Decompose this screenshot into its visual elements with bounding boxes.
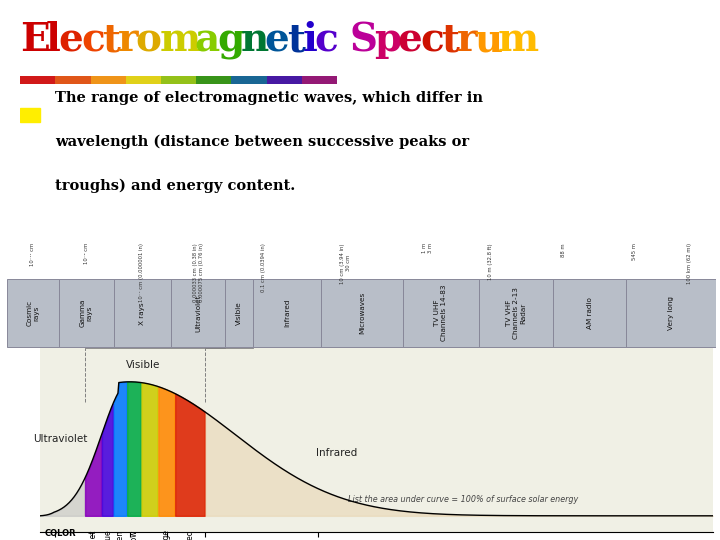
Text: c: c bbox=[315, 21, 338, 59]
Text: e: e bbox=[397, 21, 423, 59]
Text: Infrared: Infrared bbox=[316, 448, 357, 457]
Text: COLOR: COLOR bbox=[45, 530, 76, 538]
Text: e: e bbox=[265, 21, 289, 59]
Text: e: e bbox=[58, 21, 84, 59]
Text: Visible: Visible bbox=[236, 301, 242, 325]
Text: blue: blue bbox=[103, 530, 112, 540]
Text: Ultraviolet: Ultraviolet bbox=[33, 434, 87, 444]
Text: X rays: X rays bbox=[139, 302, 145, 325]
Text: 0.000033 cm (0.38 in)
0.000075 cm (0.76 in): 0.000033 cm (0.38 in) 0.000075 cm (0.76 … bbox=[193, 243, 204, 302]
Bar bbox=[59, 280, 114, 347]
Text: Infrared: Infrared bbox=[284, 299, 289, 327]
Text: AM radio: AM radio bbox=[587, 297, 593, 329]
Bar bbox=[126, 76, 161, 84]
Text: 0.1 cm (0.0394 in): 0.1 cm (0.0394 in) bbox=[261, 243, 266, 292]
Bar bbox=[266, 76, 302, 84]
Text: 10⁻⁹ cm: 10⁻⁹ cm bbox=[84, 243, 89, 265]
Text: orange: orange bbox=[162, 530, 171, 540]
Text: r: r bbox=[118, 21, 139, 59]
Bar bbox=[196, 76, 231, 84]
Bar bbox=[161, 76, 196, 84]
Text: TV VHF
Channels 2-13
Radar: TV VHF Channels 2-13 Radar bbox=[506, 287, 526, 339]
Text: 88 m: 88 m bbox=[561, 243, 566, 256]
Text: m: m bbox=[159, 21, 200, 59]
Text: u: u bbox=[474, 21, 503, 59]
Text: 10⁻⁷ cm (0.000001 in): 10⁻⁷ cm (0.000001 in) bbox=[140, 243, 145, 302]
Text: 10 cm (3.94 in)
30 cm: 10 cm (3.94 in) 30 cm bbox=[340, 243, 351, 284]
Text: o: o bbox=[135, 21, 161, 59]
Text: t: t bbox=[441, 21, 459, 59]
Text: 545 m: 545 m bbox=[632, 243, 637, 260]
Text: S: S bbox=[349, 21, 377, 59]
Text: a: a bbox=[194, 21, 220, 59]
Bar bbox=[553, 280, 626, 347]
Text: List the area under curve = 100% of surface solar energy: List the area under curve = 100% of surf… bbox=[348, 495, 578, 504]
Text: Very long: Very long bbox=[668, 296, 675, 330]
Bar bbox=[55, 76, 91, 84]
Text: c: c bbox=[420, 21, 444, 59]
Bar bbox=[91, 76, 126, 84]
Bar bbox=[321, 280, 402, 347]
Text: Visible: Visible bbox=[126, 360, 161, 370]
Text: Gamma
rays: Gamma rays bbox=[80, 299, 93, 327]
Bar bbox=[225, 280, 253, 347]
Text: E: E bbox=[20, 21, 50, 59]
Text: wavelength (distance between successive peaks or: wavelength (distance between successive … bbox=[55, 135, 469, 149]
Text: n: n bbox=[240, 21, 269, 59]
Text: 1 m
3 m: 1 m 3 m bbox=[422, 243, 433, 253]
Bar bbox=[402, 280, 479, 347]
Text: c: c bbox=[81, 21, 104, 59]
Text: m: m bbox=[498, 21, 539, 59]
Text: Cosmic
rays: Cosmic rays bbox=[27, 300, 40, 326]
Text: l: l bbox=[46, 21, 61, 59]
Bar bbox=[479, 280, 553, 347]
Text: i: i bbox=[303, 21, 318, 59]
Bar bbox=[114, 280, 171, 347]
Text: TV UHF
Channels 14-83: TV UHF Channels 14-83 bbox=[434, 285, 447, 341]
Text: r: r bbox=[457, 21, 477, 59]
Text: violet: violet bbox=[89, 530, 97, 540]
Text: troughs) and energy content.: troughs) and energy content. bbox=[55, 178, 295, 193]
Text: 100 km (62 mi): 100 km (62 mi) bbox=[687, 243, 692, 284]
Bar bbox=[20, 76, 55, 84]
Text: t: t bbox=[287, 21, 305, 59]
Text: p: p bbox=[374, 21, 402, 59]
Text: 10⁻¹¹ cm: 10⁻¹¹ cm bbox=[30, 243, 35, 266]
Text: 10 m (32.8 ft): 10 m (32.8 ft) bbox=[487, 243, 492, 280]
Bar bbox=[253, 280, 321, 347]
Bar bbox=[626, 280, 716, 347]
Bar bbox=[20, 108, 40, 122]
Text: Ultraviolet: Ultraviolet bbox=[195, 294, 201, 332]
Text: Microwaves: Microwaves bbox=[359, 292, 365, 334]
Text: g: g bbox=[217, 22, 245, 60]
Text: red: red bbox=[186, 530, 194, 540]
Bar bbox=[7, 280, 59, 347]
Text: The range of electromagnetic waves, which differ in: The range of electromagnetic waves, whic… bbox=[55, 91, 483, 105]
Text: t: t bbox=[102, 21, 120, 59]
Bar bbox=[231, 76, 266, 84]
Text: green: green bbox=[116, 530, 125, 540]
Bar bbox=[302, 76, 337, 84]
Bar bbox=[171, 280, 225, 347]
Text: yellow: yellow bbox=[130, 530, 139, 540]
